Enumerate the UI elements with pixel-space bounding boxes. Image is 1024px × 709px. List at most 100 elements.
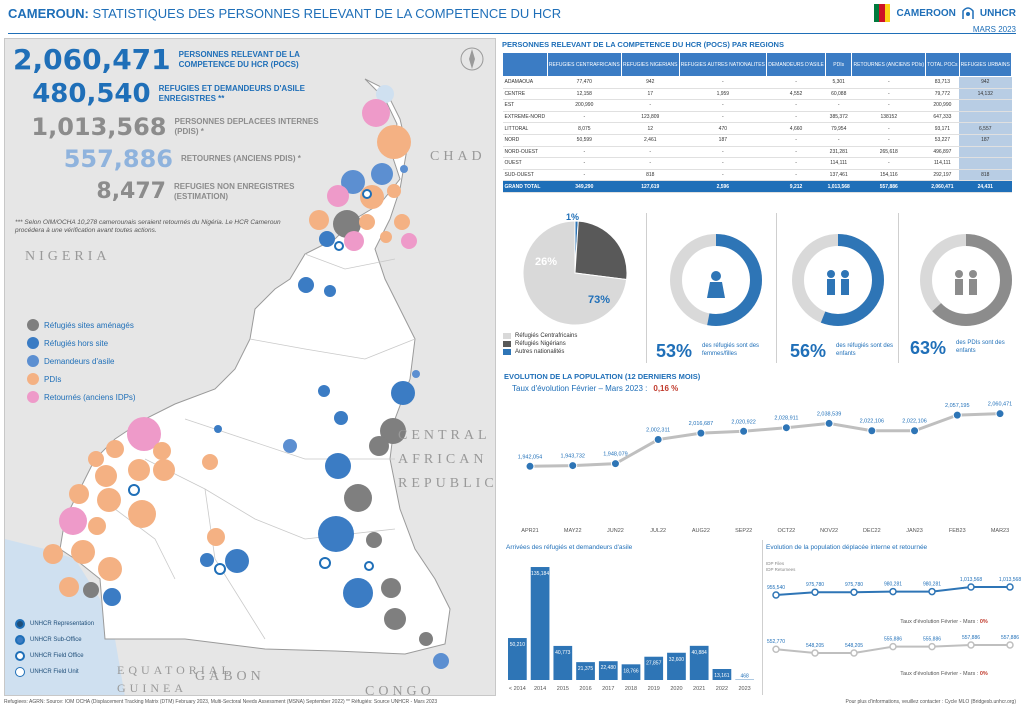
evolution-data-label: 2,002,311 [646,428,670,434]
bubble-retournes[interactable] [127,417,161,451]
table-cell: 200,990 [547,99,622,112]
bubble-pdis[interactable] [69,484,89,504]
bubble-refugies-site[interactable] [381,578,401,598]
bubble-refugies-hors-site[interactable] [324,285,336,297]
field-office-icon[interactable] [214,563,226,575]
legend-swatch [27,373,39,385]
bubble-demandeurs[interactable] [341,170,365,194]
bubble-refugies-hors-site[interactable] [200,553,214,567]
bubble-pdis[interactable] [377,125,411,159]
logo-area: CAMEROON UNHCR [874,4,1016,22]
label-gabon: GABON [195,669,265,684]
bubble-refugies-hors-site[interactable] [103,588,121,606]
idp-series-point [772,591,780,599]
bubble-refugies-site[interactable] [384,608,406,630]
bubble-pdis[interactable] [88,451,104,467]
field-office-icon[interactable] [319,557,331,569]
bubble-refugies-site[interactable] [419,632,433,646]
table-cell: EXTREME-NORD [502,111,548,124]
lake-chad [376,85,394,103]
women-text: des réfugiés sont des femmes/filles [702,343,760,357]
bubble-demandeurs[interactable] [283,439,297,453]
legend-label: Réfugiés Centrafricains [515,333,578,339]
field-office-icon[interactable] [128,484,140,496]
idp-data-label: 975,780 [806,582,824,588]
bubble-pdis[interactable] [153,442,171,460]
map-legend: Réfugiés sites aménagés Réfugiés hors si… [27,319,136,409]
bubble-retournes[interactable] [327,185,349,207]
bubble-demandeurs[interactable] [371,163,393,185]
idp-children-pct: 63% [910,338,947,358]
map-panel[interactable]: 2,060,471 PERSONNES RELEVANT DE LA COMPE… [4,38,496,696]
bubble-demandeurs[interactable] [433,653,449,669]
bubble-pdis[interactable] [88,517,106,535]
bubble-pdis[interactable] [43,544,63,564]
bubble-pdis[interactable] [359,214,375,230]
table-cell: OUEST [502,157,548,170]
legend-label: Réfugiés hors site [44,338,109,348]
evolution-point [952,410,962,420]
table-cell: 123,809 [621,111,680,124]
legend-item: Demandeurs d'asile [27,355,136,367]
bubble-refugies-hors-site[interactable] [318,385,330,397]
bubble-pdis[interactable] [59,577,79,597]
bubble-retournes[interactable] [344,231,364,251]
bubble-pdis[interactable] [95,465,117,487]
field-unit-icon[interactable] [334,241,344,251]
bubble-pdis[interactable] [380,231,392,243]
kpi-label: PERSONNES RELEVANT DE LA COMPETENCE DU H… [178,49,300,69]
bubble-pdis[interactable] [71,540,95,564]
table-cell [959,99,1012,112]
bubble-demandeurs[interactable] [400,165,408,173]
table-cell: 77,470 [547,76,622,89]
bubble-pdis[interactable] [207,528,225,546]
bubble-pdis[interactable] [309,210,329,230]
bubble-refugies-hors-site[interactable] [343,578,373,608]
legend-swatch [27,319,39,331]
bubble-refugies-site[interactable] [366,532,382,548]
bubble-refugies-hors-site[interactable] [298,277,314,293]
bubble-pdis[interactable] [394,214,410,230]
table-cell: 53,227 [925,134,960,147]
bubble-refugies-site[interactable] [344,484,372,512]
report-date: MARS 2023 [972,25,1016,34]
table-cell: 12,158 [547,88,622,101]
kpi-label: PERSONNES DEPLACEES INTERNES (PDIs) * [174,117,319,136]
bubble-refugies-hors-site[interactable] [334,411,348,425]
bubble-refugies-site[interactable] [369,436,389,456]
arrivals-data-label: 135,184 [531,571,549,577]
bubble-retournes[interactable] [59,507,87,535]
bubble-pdis[interactable] [128,459,150,481]
bubble-refugies-hors-site[interactable] [214,425,222,433]
bubble-pdis[interactable] [128,500,156,528]
table-cell: 818 [621,169,680,182]
bubble-refugies-hors-site[interactable] [325,453,351,479]
kpi-unregistered: 8,477 REFUGIES NON ENREGISTRES (ESTIMATI… [13,179,343,204]
table-cell: - [766,134,826,147]
table-cell: - [825,134,852,147]
table-header-cell: REFUGIES CENTRAFRICAINS [546,52,622,77]
table-cell: EST [502,99,548,112]
bubble-pdis[interactable] [387,184,401,198]
bubble-pdis[interactable] [153,459,175,481]
bubble-refugies-hors-site[interactable] [391,381,415,405]
table-cell: 12 [621,122,680,135]
label-nigeria: NIGERIA [25,249,111,264]
bubble-refugies-hors-site[interactable] [319,231,335,247]
bubble-demandeurs[interactable] [412,370,420,378]
bubble-pdis[interactable] [202,454,218,470]
bubble-pdis[interactable] [106,440,124,458]
bubble-pdis[interactable] [98,557,122,581]
field-unit-icon[interactable] [362,189,372,199]
bubble-pdis[interactable] [97,488,121,512]
field-unit-icon[interactable] [364,561,374,571]
bubble-refugies-site[interactable] [83,582,99,598]
idp-series-point [850,588,858,596]
table-cell: 114,111 [825,157,852,170]
bubble-retournes[interactable] [362,99,390,127]
bubble-refugies-hors-site[interactable] [225,549,249,573]
bubble-refugies-hors-site[interactable] [318,516,354,552]
bubble-retournes[interactable] [401,233,417,249]
bubble-refugies-site[interactable] [380,418,406,444]
table-cell: 50,599 [547,134,622,147]
